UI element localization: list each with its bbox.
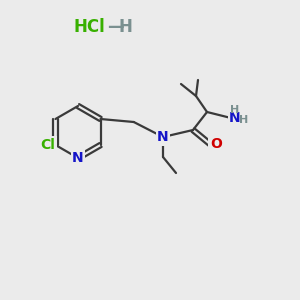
Text: N: N	[72, 151, 84, 165]
Text: H: H	[239, 115, 249, 125]
Text: Cl: Cl	[40, 138, 55, 152]
Text: N: N	[157, 130, 169, 144]
Text: H: H	[230, 105, 240, 115]
Text: —: —	[107, 18, 124, 36]
Text: N: N	[229, 111, 241, 125]
Text: HCl: HCl	[73, 18, 105, 36]
Text: H: H	[119, 18, 133, 36]
Text: O: O	[210, 137, 222, 151]
